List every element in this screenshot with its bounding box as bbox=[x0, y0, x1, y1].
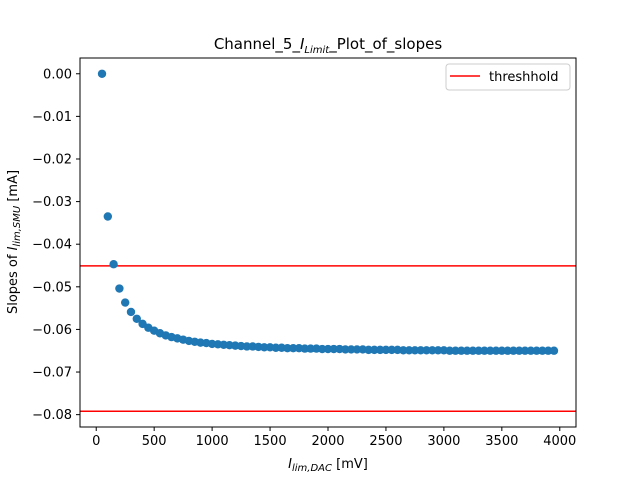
y-tick-label: −0.01 bbox=[32, 110, 72, 125]
legend-box bbox=[445, 63, 571, 91]
x-tick-label: 3000 bbox=[427, 434, 460, 449]
data-point bbox=[497, 346, 507, 355]
data-point bbox=[480, 346, 489, 355]
x-tick-label: 0 bbox=[92, 434, 100, 449]
y-tick-label: −0.04 bbox=[32, 238, 72, 253]
data-point bbox=[515, 346, 524, 355]
data-point bbox=[445, 346, 454, 355]
data-point bbox=[364, 345, 373, 355]
data-point bbox=[526, 346, 536, 355]
y-tick-label: −0.06 bbox=[32, 323, 72, 338]
y-tick-label: −0.03 bbox=[32, 195, 72, 210]
data-point bbox=[109, 260, 118, 269]
data-point bbox=[132, 314, 141, 323]
x-axis-ticks: 0 500 1000 1500 2000 2500 3000 3500 4000 bbox=[92, 427, 576, 449]
plot-area bbox=[80, 58, 576, 427]
data-point bbox=[503, 346, 512, 355]
data-point bbox=[242, 342, 252, 351]
data-point bbox=[474, 346, 483, 355]
y-tick-label: −0.02 bbox=[32, 152, 72, 167]
data-point bbox=[538, 346, 547, 355]
legend: threshhold bbox=[445, 63, 571, 91]
data-point bbox=[126, 307, 136, 317]
y-tick-label: −0.05 bbox=[32, 280, 72, 295]
data-point bbox=[491, 346, 501, 355]
data-point bbox=[329, 344, 338, 354]
threshold-lines bbox=[80, 265, 576, 412]
data-point bbox=[352, 345, 362, 354]
scatter-points bbox=[97, 69, 559, 355]
data-point bbox=[300, 344, 310, 353]
data-point bbox=[416, 346, 425, 355]
x-axis-label: Ilim,DAC [mV] bbox=[288, 457, 368, 474]
data-point bbox=[404, 346, 414, 355]
data-point bbox=[341, 345, 350, 354]
data-point bbox=[97, 69, 107, 78]
chart-title: Channel_5_ILimit_Plot_of_slopes bbox=[214, 35, 443, 56]
x-tick-label: 1000 bbox=[196, 434, 229, 449]
x-tick-label: 3500 bbox=[485, 434, 518, 449]
data-point bbox=[422, 346, 431, 355]
data-point bbox=[375, 345, 385, 355]
data-point bbox=[318, 344, 327, 354]
plot-frame bbox=[79, 57, 577, 428]
x-tick-label: 2000 bbox=[311, 434, 344, 449]
data-point bbox=[399, 346, 408, 355]
data-point bbox=[120, 298, 130, 307]
data-point bbox=[283, 343, 292, 353]
data-point bbox=[532, 346, 541, 355]
y-tick-label: −0.07 bbox=[32, 366, 72, 381]
data-point bbox=[457, 346, 466, 355]
x-tick-label: 500 bbox=[142, 434, 167, 449]
data-point bbox=[509, 346, 518, 355]
data-point bbox=[520, 346, 530, 355]
data-point bbox=[260, 343, 269, 352]
data-point bbox=[543, 346, 553, 355]
y-axis-ticks: 0.00 −0.01 −0.02 −0.03 −0.04 −0.05 −0.06 −0.07 −… bbox=[32, 67, 80, 423]
data-point bbox=[410, 346, 420, 355]
data-point bbox=[306, 344, 315, 353]
data-point bbox=[468, 346, 478, 355]
data-point bbox=[289, 343, 298, 353]
x-tick-label: 1500 bbox=[254, 434, 287, 449]
data-point bbox=[433, 346, 443, 355]
y-axis-label: Slopes of Ilim,SMU [mA] bbox=[6, 170, 23, 314]
data-point bbox=[323, 344, 333, 354]
y-tick-label: −0.08 bbox=[32, 408, 72, 423]
data-point bbox=[462, 346, 472, 355]
legend-threshold-label: threshhold bbox=[489, 70, 558, 85]
data-point bbox=[346, 345, 356, 354]
data-point bbox=[549, 346, 559, 355]
data-point bbox=[370, 345, 379, 355]
data-point bbox=[387, 345, 396, 355]
x-tick-label: 4000 bbox=[543, 434, 576, 449]
data-point bbox=[428, 346, 437, 355]
data-point bbox=[115, 284, 124, 293]
data-point bbox=[381, 345, 391, 355]
data-point bbox=[103, 212, 113, 221]
x-tick-label: 2500 bbox=[369, 434, 402, 449]
data-point bbox=[451, 346, 460, 355]
data-point bbox=[486, 346, 495, 355]
data-point bbox=[271, 343, 281, 352]
y-tick-label: 0.00 bbox=[43, 67, 72, 82]
